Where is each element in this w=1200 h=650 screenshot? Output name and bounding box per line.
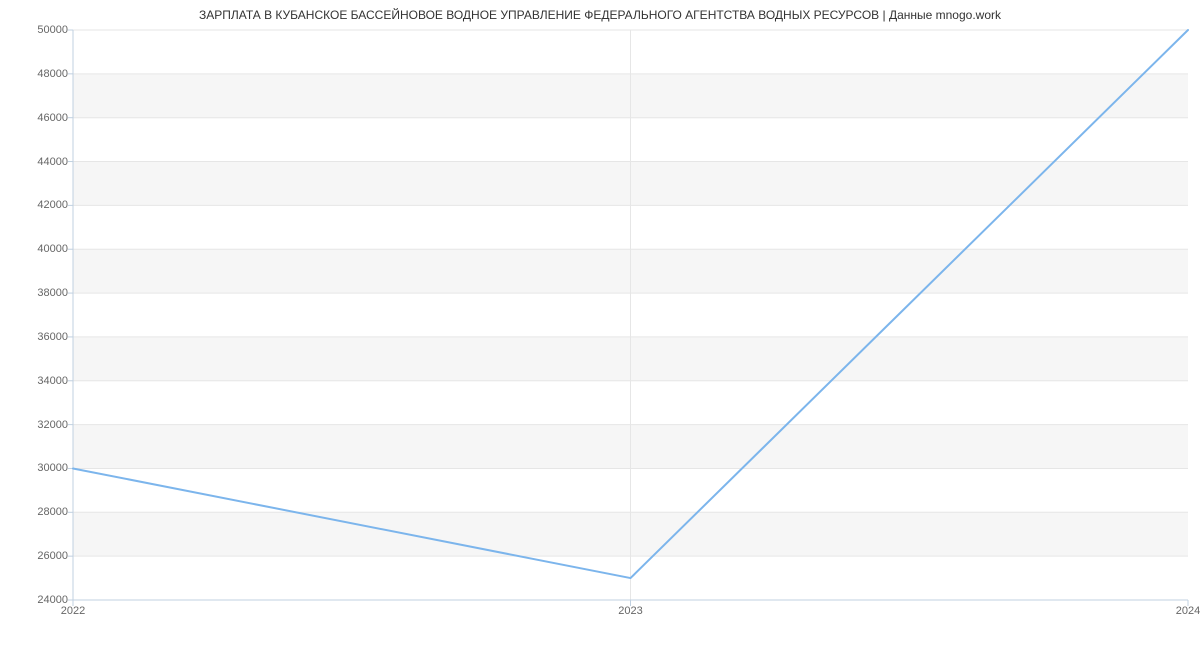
y-tick-label: 48000 [37,68,68,80]
y-tick-label: 26000 [37,550,68,562]
y-tick-label: 46000 [37,112,68,124]
y-tick-label: 34000 [37,375,68,387]
y-tick-label: 30000 [37,462,68,474]
y-tick-label: 32000 [37,419,68,431]
y-tick-label: 36000 [37,331,68,343]
y-tick-label: 38000 [37,287,68,299]
chart-title: ЗАРПЛАТА В КУБАНСКОЕ БАССЕЙНОВОЕ ВОДНОЕ … [0,8,1200,22]
chart-container: ЗАРПЛАТА В КУБАНСКОЕ БАССЕЙНОВОЕ ВОДНОЕ … [0,0,1200,650]
y-tick-label: 28000 [37,506,68,518]
chart-svg [73,30,1188,600]
y-tick-label: 44000 [37,156,68,168]
y-tick-label: 42000 [37,199,68,211]
x-tick-label: 2023 [618,605,642,617]
y-tick-label: 50000 [37,24,68,36]
x-tick-label: 2022 [61,605,85,617]
y-tick-label: 40000 [37,243,68,255]
x-tick-label: 2024 [1176,605,1200,617]
plot-area [73,30,1188,600]
